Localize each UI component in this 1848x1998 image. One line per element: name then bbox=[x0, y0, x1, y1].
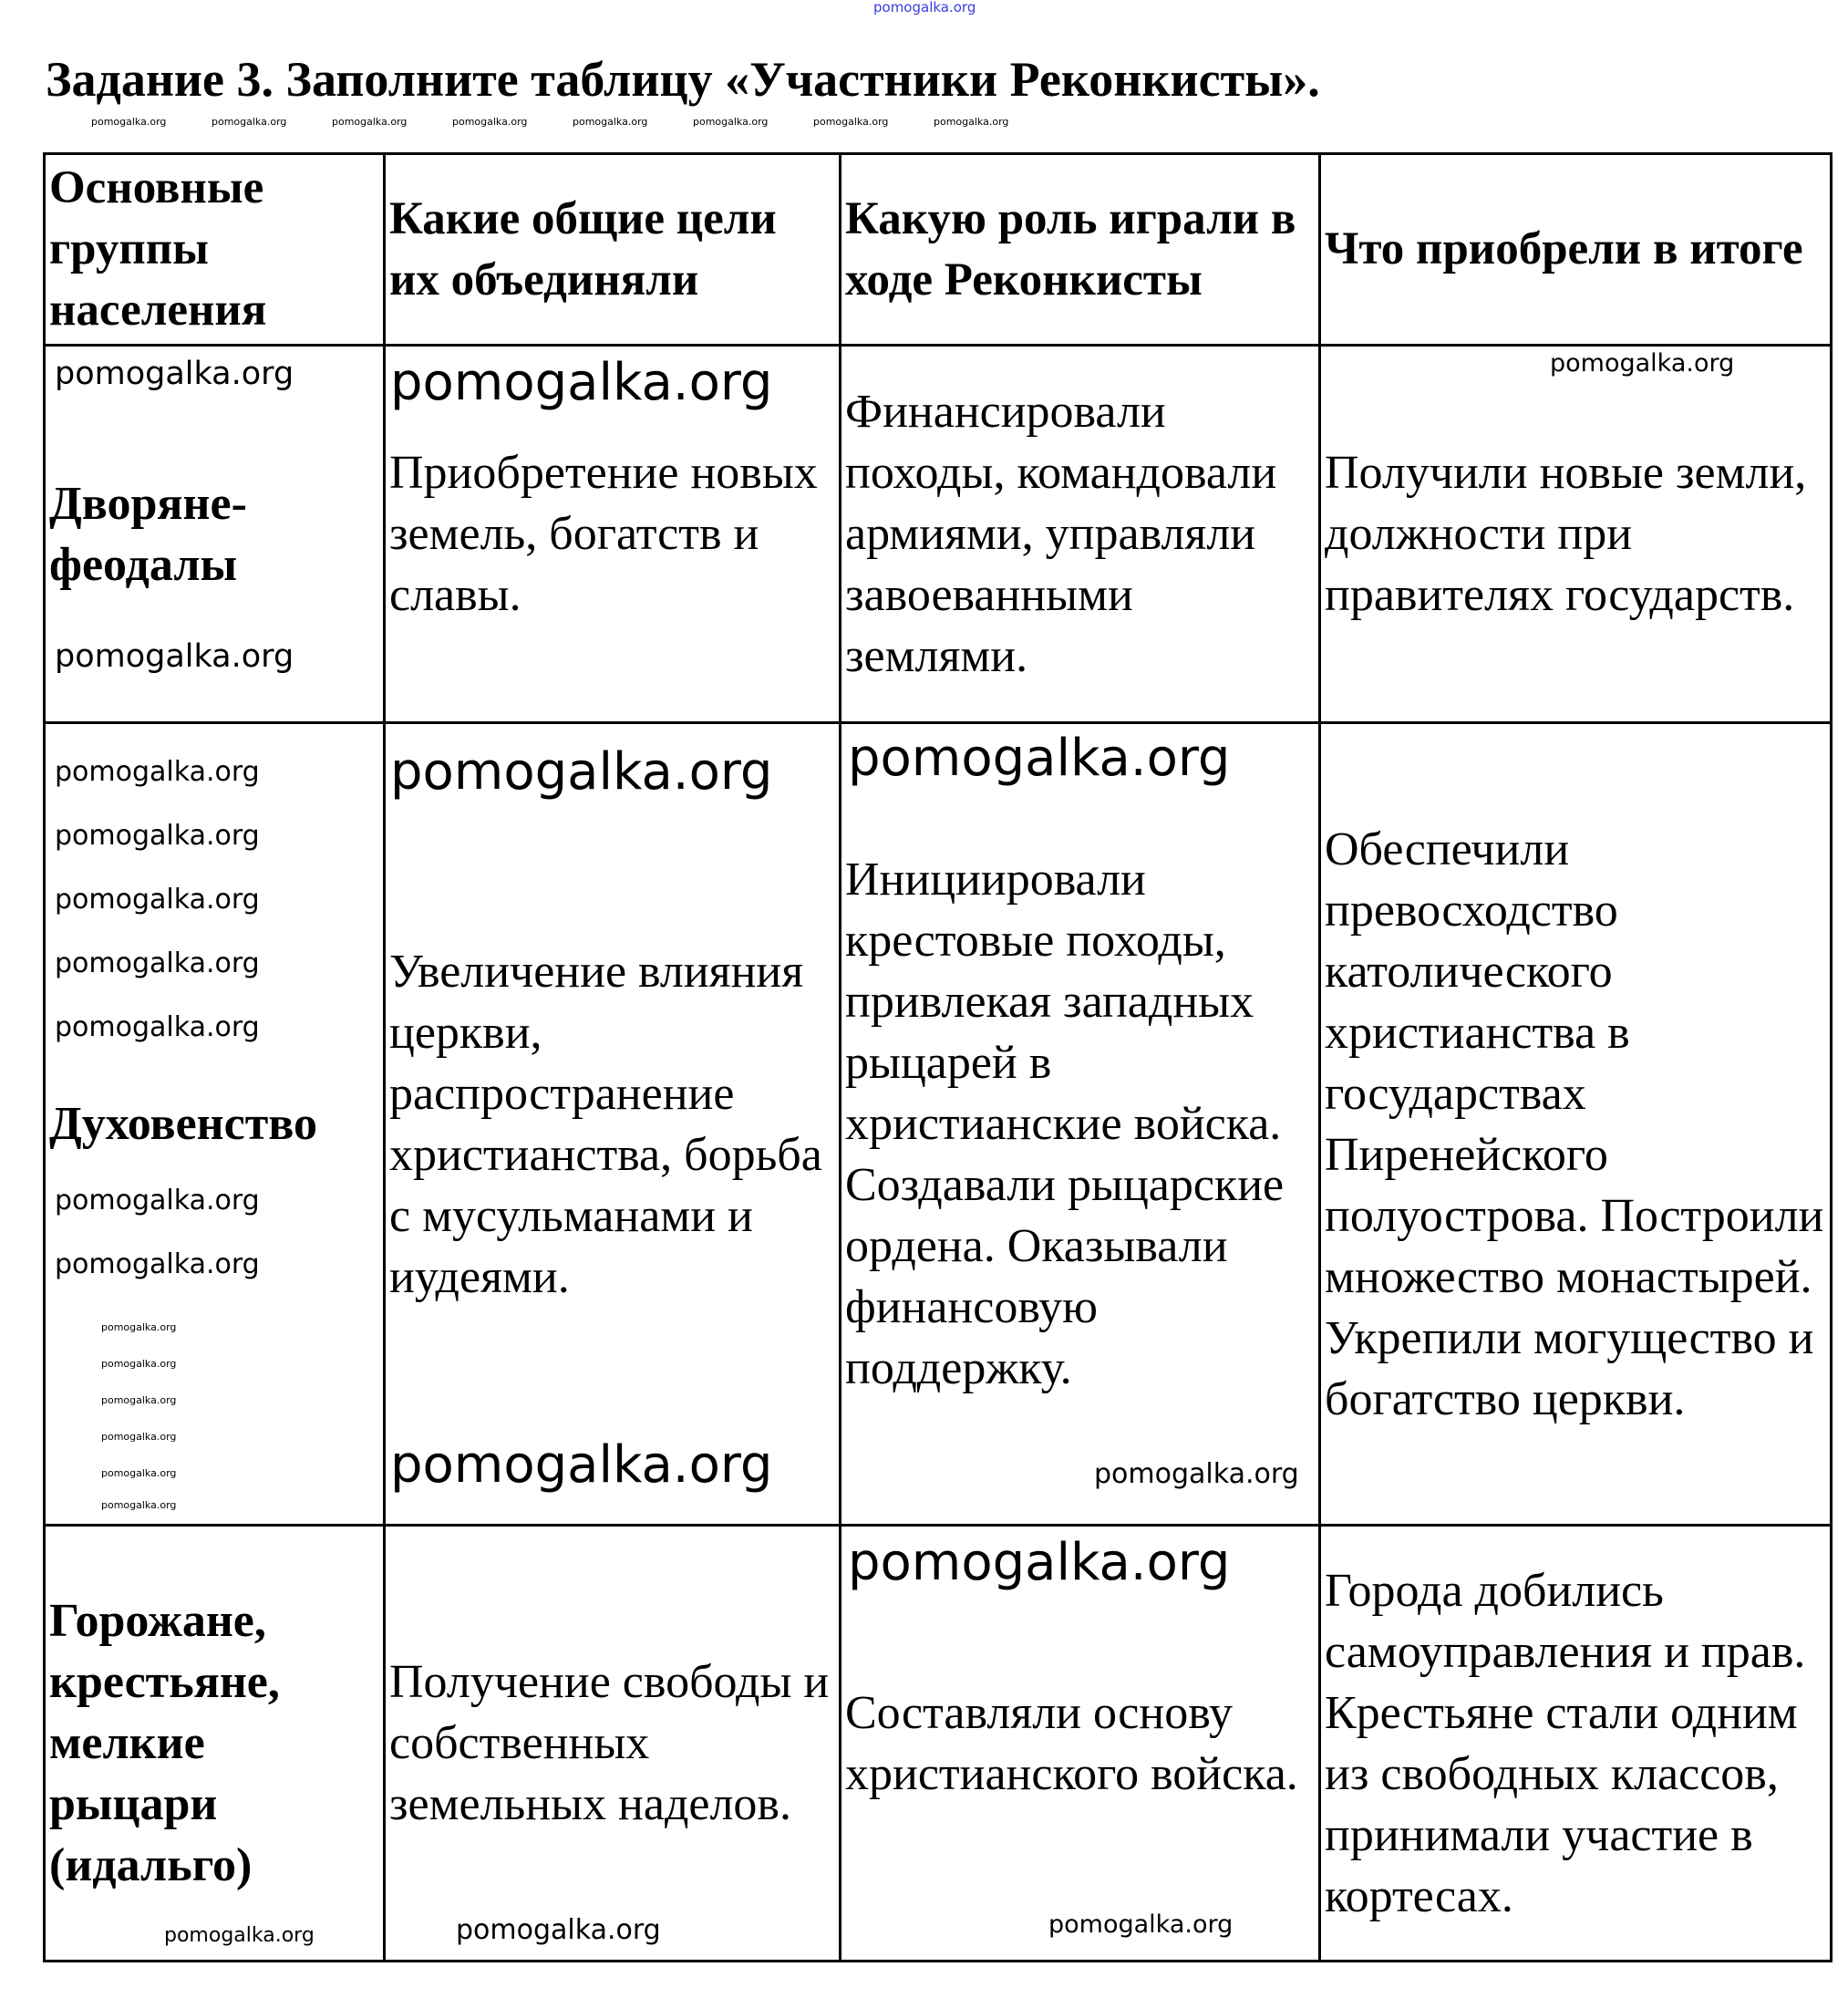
watermark: pomogalka.org bbox=[873, 0, 976, 16]
watermark: pomogalka.org bbox=[55, 1185, 260, 1216]
watermark: pomogalka.org bbox=[55, 1011, 260, 1043]
watermark: pomogalka.org bbox=[390, 1435, 773, 1495]
watermark: pomogalka.org bbox=[101, 1394, 177, 1406]
watermark: pomogalka.org bbox=[390, 742, 773, 802]
watermark: pomogalka.org bbox=[934, 116, 1009, 128]
goals-cell: Увеличение влияния церкви, распространен… bbox=[383, 721, 841, 1527]
group-cell: Духовенство bbox=[43, 721, 386, 1527]
group-cell: Горожане, крестьяне, мелкие рыцари (идал… bbox=[43, 1524, 386, 1962]
result-cell: Получили новые земли, должности при прав… bbox=[1318, 344, 1833, 724]
watermark: pomogalka.org bbox=[164, 1924, 315, 1947]
header-cell: Какие общие цели их объединяли bbox=[383, 152, 841, 347]
role-cell: Финансировали походы, командовали армиям… bbox=[839, 344, 1321, 724]
watermark: pomogalka.org bbox=[813, 116, 889, 128]
watermark: pomogalka.org bbox=[101, 1431, 177, 1443]
watermark: pomogalka.org bbox=[848, 729, 1231, 788]
watermark: pomogalka.org bbox=[212, 116, 287, 128]
watermark: pomogalka.org bbox=[456, 1914, 661, 1946]
watermark: pomogalka.org bbox=[55, 638, 294, 675]
watermark: pomogalka.org bbox=[101, 1321, 177, 1333]
goals-cell: Приобретение новых земель, богатств и сл… bbox=[383, 344, 841, 724]
table-header-row: Основные группы населения Какие общие це… bbox=[43, 152, 1833, 347]
header-cell: Основные группы населения bbox=[43, 152, 386, 347]
goals-cell: Получение свободы и собственных земельны… bbox=[383, 1524, 841, 1962]
watermark: pomogalka.org bbox=[390, 353, 773, 412]
role-cell: Инициировали крестовые походы, привлекая… bbox=[839, 721, 1321, 1527]
watermark: pomogalka.org bbox=[55, 947, 260, 979]
watermark: pomogalka.org bbox=[848, 1533, 1231, 1592]
watermark: pomogalka.org bbox=[1550, 349, 1735, 378]
watermark: pomogalka.org bbox=[332, 116, 408, 128]
result-cell: Города добились самоуправления и прав. К… bbox=[1318, 1524, 1833, 1962]
watermark: pomogalka.org bbox=[55, 820, 260, 852]
table-row: Горожане, крестьяне, мелкие рыцари (идал… bbox=[43, 1524, 1833, 1962]
watermark: pomogalka.org bbox=[101, 1467, 177, 1479]
result-cell: Обеспечили превосходство католического х… bbox=[1318, 721, 1833, 1527]
watermark: pomogalka.org bbox=[55, 356, 294, 392]
role-cell: Составляли основу христианского войска. bbox=[839, 1524, 1321, 1962]
watermark: pomogalka.org bbox=[101, 1358, 177, 1370]
group-cell: Дворяне-феодалы bbox=[43, 344, 386, 724]
participants-table: Основные группы населения Какие общие це… bbox=[43, 152, 1833, 1962]
watermark: pomogalka.org bbox=[55, 884, 260, 916]
header-cell: Какую роль играли в ходе Реконкисты bbox=[839, 152, 1321, 347]
header-cell: Что приобрели в итоге bbox=[1318, 152, 1833, 347]
watermark: pomogalka.org bbox=[1094, 1458, 1299, 1490]
watermark: pomogalka.org bbox=[55, 756, 260, 788]
watermark: pomogalka.org bbox=[573, 116, 648, 128]
table-row: Дворяне-феодалы Приобретение новых земел… bbox=[43, 344, 1833, 724]
watermark: pomogalka.org bbox=[55, 1248, 260, 1280]
watermark: pomogalka.org bbox=[693, 116, 769, 128]
watermark: pomogalka.org bbox=[1048, 1910, 1234, 1939]
watermark: pomogalka.org bbox=[452, 116, 528, 128]
page-title: Задание 3. Заполните таблицу «Участники … bbox=[46, 52, 1320, 107]
watermark: pomogalka.org bbox=[91, 116, 167, 128]
table-row: Духовенство Увеличение влияния церкви, р… bbox=[43, 721, 1833, 1527]
watermark: pomogalka.org bbox=[101, 1499, 177, 1511]
